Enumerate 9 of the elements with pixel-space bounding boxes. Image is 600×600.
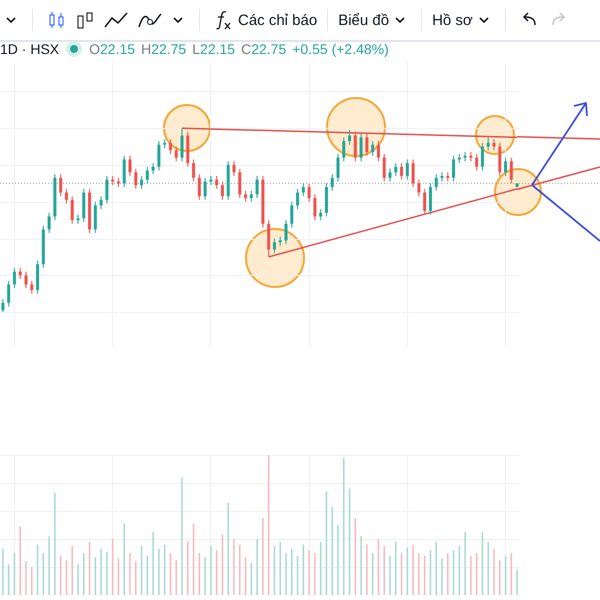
- text: +0.55 (+2.48%): [292, 41, 389, 57]
- text: Các chỉ báo: [238, 12, 318, 28]
- text: O22.15: [89, 41, 136, 57]
- text: L22.15: [192, 41, 236, 57]
- text: Biểu đồ: [338, 12, 390, 28]
- text: Hồ sơ: [432, 12, 473, 28]
- text: C22.75: [241, 41, 286, 57]
- text: H22.75: [141, 41, 186, 57]
- chart-title: 1D · HSX: [0, 41, 60, 57]
